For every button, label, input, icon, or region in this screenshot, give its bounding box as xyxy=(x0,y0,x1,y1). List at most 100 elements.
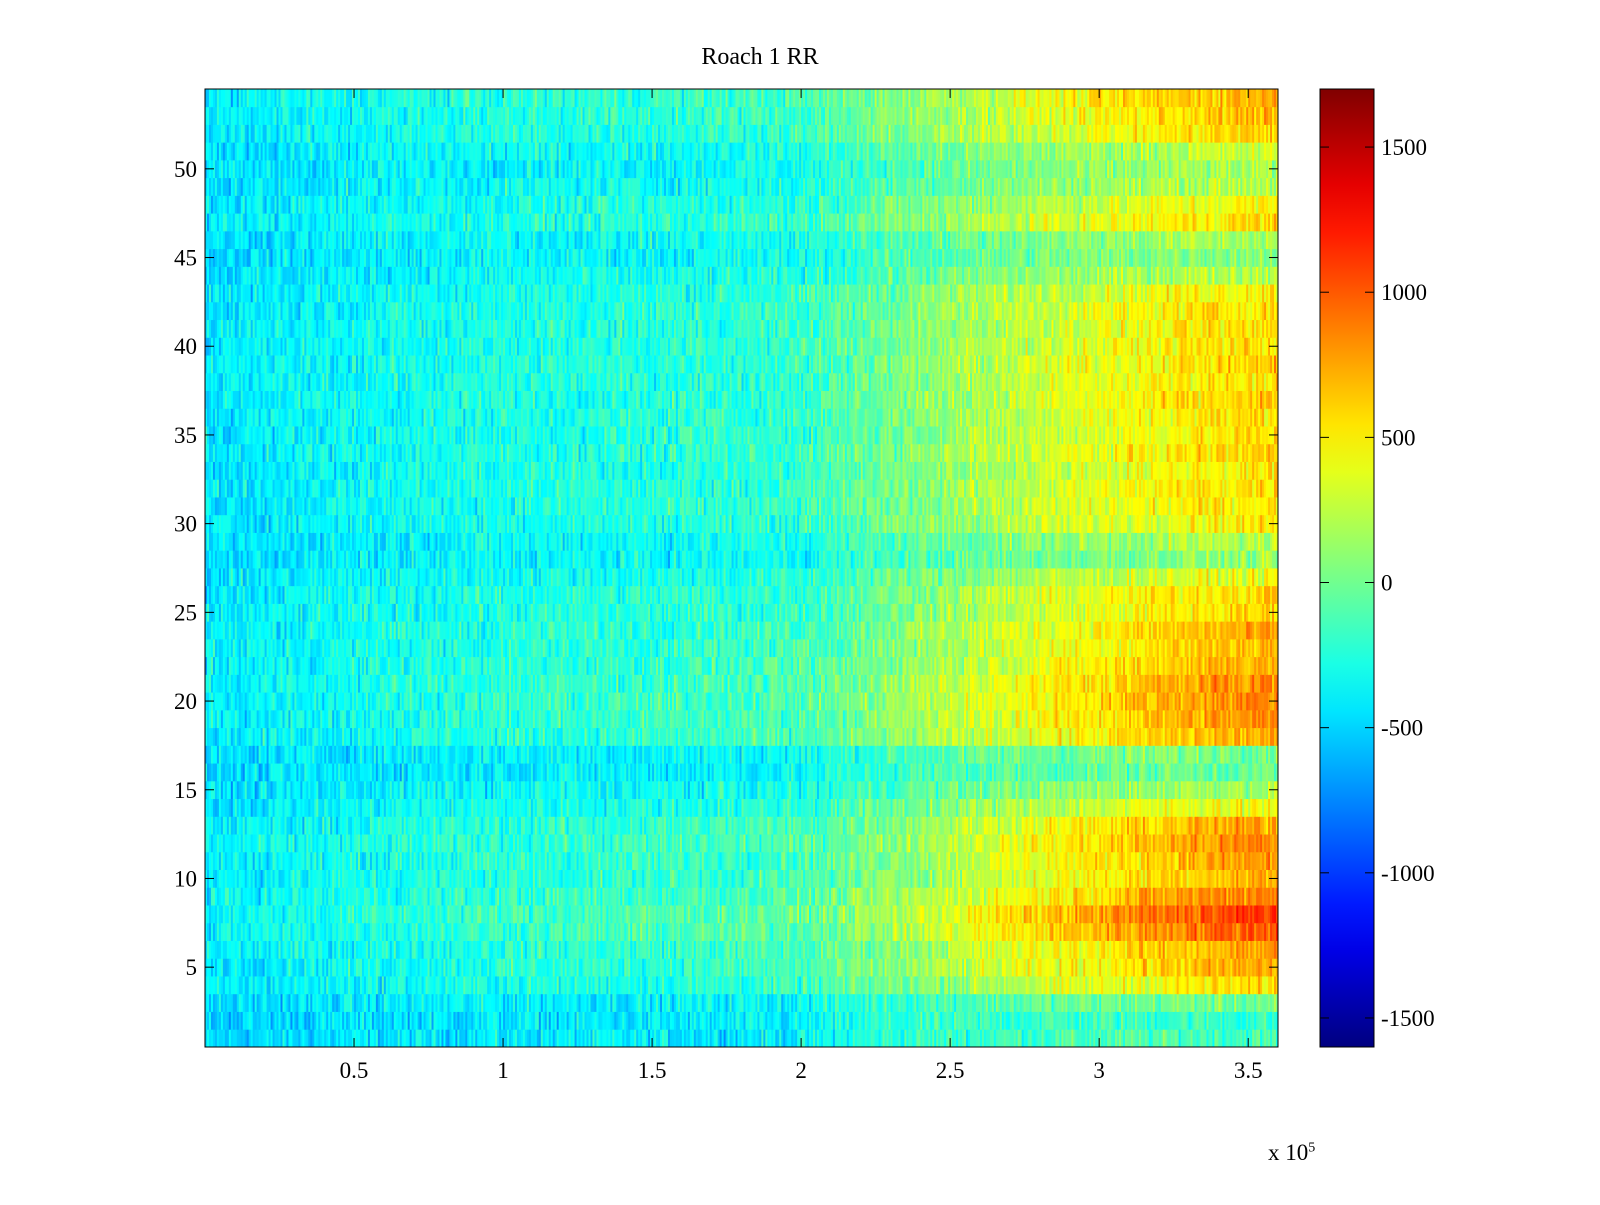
heatmap-cell xyxy=(691,1011,695,1030)
heatmap-cell xyxy=(882,1011,885,1030)
heatmap-cell xyxy=(503,993,506,1012)
heatmap-cell xyxy=(1075,1029,1078,1048)
heatmap-cell xyxy=(952,958,955,977)
heatmap-cell xyxy=(1097,976,1100,995)
heatmap-cell xyxy=(218,958,222,977)
heatmap-cell xyxy=(367,1029,371,1048)
heatmap-cell xyxy=(491,1029,494,1048)
heatmap-cell xyxy=(1037,958,1040,977)
heatmap-cell xyxy=(838,1011,842,1030)
heatmap-cell xyxy=(658,958,661,977)
heatmap-cell xyxy=(455,993,458,1012)
heatmap-cell xyxy=(286,958,289,977)
heatmap-cell xyxy=(1250,976,1253,995)
heatmap-cell xyxy=(1011,1011,1015,1030)
heatmap-cell xyxy=(465,1011,468,1030)
heatmap-cell xyxy=(509,976,512,995)
heatmap-cell xyxy=(737,993,740,1012)
heatmap-cell xyxy=(1232,1029,1235,1048)
heatmap-cell xyxy=(306,1029,309,1048)
heatmap-cell xyxy=(1144,1011,1148,1030)
heatmap-cell xyxy=(1198,1029,1201,1048)
heatmap-cell xyxy=(896,976,899,995)
heatmap-cell xyxy=(715,1029,719,1048)
heatmap-cell xyxy=(538,1011,542,1030)
heatmap-cell xyxy=(1095,958,1098,977)
heatmap-cell xyxy=(262,1029,266,1048)
heatmap-cell xyxy=(558,1029,562,1048)
heatmap-cell xyxy=(665,993,669,1012)
heatmap-cell xyxy=(310,958,313,977)
heatmap-cell xyxy=(677,976,681,995)
heatmap-cell xyxy=(536,976,540,995)
heatmap-cell xyxy=(308,1029,311,1048)
heatmap-cell xyxy=(443,1029,446,1048)
heatmap-cell xyxy=(244,958,248,977)
heatmap-cell xyxy=(681,976,685,995)
heatmap-cell xyxy=(479,958,482,977)
heatmap-cell xyxy=(787,958,790,977)
heatmap-cell xyxy=(385,976,389,995)
heatmap-cell xyxy=(270,976,273,995)
heatmap-cell xyxy=(214,958,218,977)
heatmap-cell xyxy=(763,1011,766,1030)
heatmap-cell xyxy=(222,958,226,977)
heatmap-cell xyxy=(803,976,806,995)
heatmap-cell xyxy=(636,976,639,995)
heatmap-cell xyxy=(1057,993,1060,1012)
heatmap-cell xyxy=(439,993,442,1012)
heatmap-cell xyxy=(224,976,228,995)
heatmap-cell xyxy=(958,1011,961,1030)
heatmap-cell xyxy=(463,976,466,995)
heatmap-cell xyxy=(1123,976,1126,995)
heatmap-cell xyxy=(695,976,699,995)
heatmap-cell xyxy=(538,976,542,995)
heatmap-cell xyxy=(1254,1029,1257,1048)
heatmap-cell xyxy=(809,993,812,1012)
heatmap-cell xyxy=(1214,1029,1217,1048)
heatmap-cell xyxy=(890,1029,893,1048)
heatmap-cell xyxy=(544,976,548,995)
heatmap-cell xyxy=(252,976,256,995)
heatmap-cell xyxy=(280,993,283,1012)
heatmap-cell xyxy=(342,976,345,995)
heatmap-cell xyxy=(1109,993,1112,1012)
heatmap-cell xyxy=(580,958,583,977)
heatmap-cell xyxy=(359,1011,363,1030)
heatmap-cell xyxy=(1224,993,1227,1012)
heatmap-cell xyxy=(441,958,444,977)
heatmap-cell xyxy=(1055,976,1058,995)
heatmap-cell xyxy=(210,1029,214,1048)
heatmap-cell xyxy=(262,976,266,995)
heatmap-cell xyxy=(399,976,403,995)
heatmap-cell xyxy=(707,1029,711,1048)
heatmap-cell xyxy=(888,958,891,977)
heatmap-cell xyxy=(425,993,428,1012)
heatmap-cell xyxy=(723,1029,727,1048)
heatmap-cell xyxy=(783,976,786,995)
heatmap-cell xyxy=(894,958,897,977)
heatmap-cell xyxy=(797,1029,800,1048)
heatmap-cell xyxy=(868,1011,872,1030)
heatmap-cell xyxy=(1200,976,1203,995)
heatmap-cell xyxy=(1071,1011,1074,1030)
heatmap-cell xyxy=(568,993,572,1012)
heatmap-cell xyxy=(717,1029,721,1048)
heatmap-cell xyxy=(477,976,480,995)
heatmap-cell xyxy=(447,958,450,977)
heatmap-cell xyxy=(737,976,740,995)
heatmap-cell xyxy=(727,1011,730,1030)
heatmap-cell xyxy=(248,1029,252,1048)
heatmap-cell xyxy=(302,1029,305,1048)
heatmap-cell xyxy=(665,1029,669,1048)
heatmap-cell xyxy=(322,1029,325,1048)
heatmap-cell xyxy=(968,1011,971,1030)
heatmap-cell xyxy=(387,993,391,1012)
heatmap-cell xyxy=(739,993,742,1012)
heatmap-cell xyxy=(320,1029,323,1048)
heatmap-cell xyxy=(1051,958,1054,977)
heatmap-cell xyxy=(745,976,748,995)
heatmap-cell xyxy=(491,976,494,995)
heatmap-cell xyxy=(389,976,393,995)
heatmap-cell xyxy=(874,993,878,1012)
